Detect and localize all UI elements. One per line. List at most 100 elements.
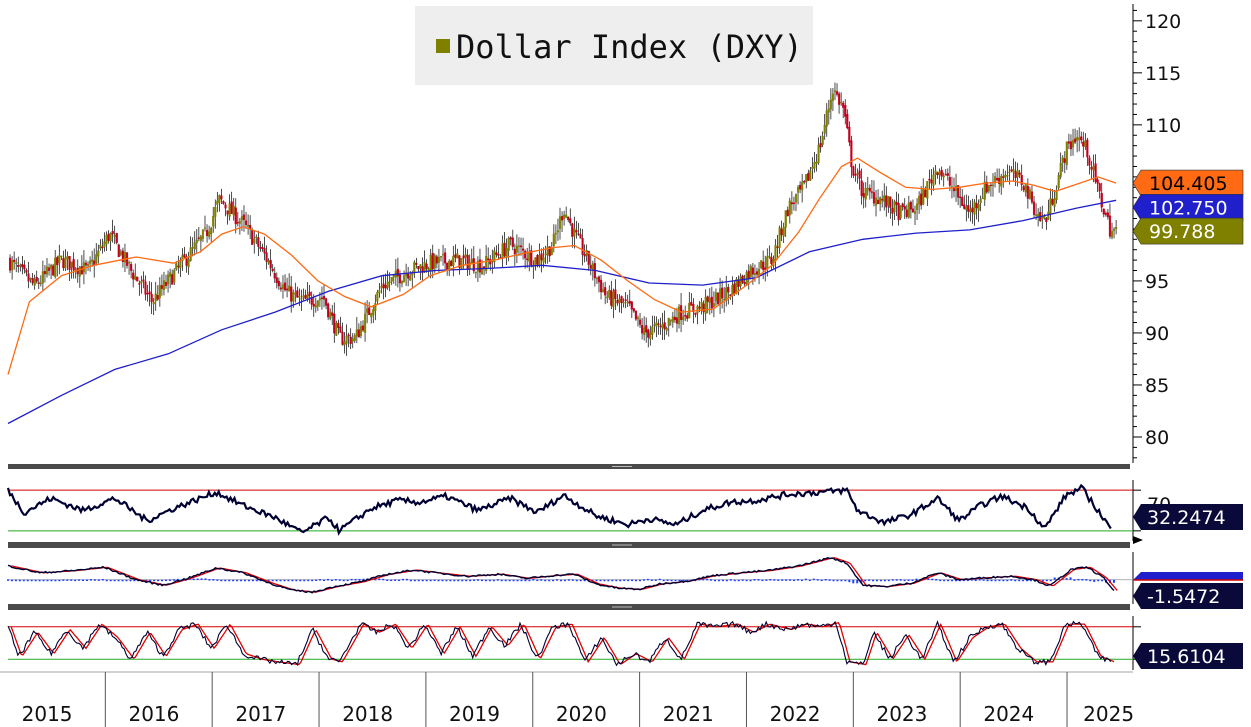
candle-up [388, 281, 391, 284]
histogram-bar [346, 579, 349, 582]
candle-down [897, 202, 900, 221]
candle-down [690, 302, 693, 306]
histogram-bar [299, 579, 302, 582]
candle-down [13, 259, 16, 263]
candle-up [817, 144, 820, 163]
candle-up [856, 172, 859, 175]
panel-divider[interactable] [8, 604, 1130, 610]
candle-up [606, 296, 609, 299]
histogram-bar [1006, 579, 1009, 582]
histogram-bar [1026, 579, 1029, 582]
histogram-bar [362, 578, 365, 581]
histogram-bar [322, 579, 325, 582]
candle-up [595, 277, 599, 280]
candle-up [255, 236, 258, 239]
histogram-bar [524, 579, 527, 582]
histogram-bar [548, 579, 551, 582]
candle-up [874, 197, 878, 206]
y-tick-label: 95 [1145, 271, 1169, 293]
histogram-bar [714, 579, 717, 582]
histogram-bar [453, 579, 456, 582]
candle-down [150, 293, 153, 303]
candle-up [437, 257, 441, 263]
candle-up [801, 181, 804, 191]
candle-up [796, 187, 800, 193]
histogram-bar [330, 579, 333, 582]
candle-down [489, 259, 492, 265]
histogram-bar [153, 579, 156, 582]
candle-down [148, 291, 151, 295]
histogram-bar [623, 579, 626, 582]
candle-down [117, 244, 120, 258]
candle-down [308, 291, 311, 296]
histogram-bar [777, 579, 780, 581]
candle-up [292, 292, 295, 302]
candle-up [298, 296, 301, 298]
candle-down [290, 286, 293, 302]
histogram-bar [303, 579, 306, 582]
candle-down [511, 237, 514, 248]
histogram-bar [1073, 579, 1076, 581]
candle-down [807, 173, 810, 181]
indicator-line [7, 557, 1115, 594]
histogram-bar [283, 579, 286, 582]
candle-down [259, 247, 262, 249]
histogram-bar [951, 579, 954, 582]
candle-up [413, 262, 416, 273]
candle-up [542, 257, 545, 263]
histogram-bar [710, 579, 713, 581]
candle-up [528, 251, 531, 262]
panel-dividers[interactable] [8, 464, 1130, 610]
candle-down [589, 265, 592, 269]
candle-down [911, 208, 915, 213]
histogram-bar [378, 578, 381, 581]
histogram-bar [164, 579, 167, 582]
candle-up [1035, 214, 1038, 216]
histogram-bar [216, 579, 219, 581]
candle-up [922, 188, 925, 205]
histogram-bar [425, 579, 428, 582]
histogram-bar [966, 579, 969, 582]
histogram-bar [607, 579, 610, 582]
histogram-bar [650, 579, 653, 581]
candle-down [398, 274, 402, 284]
x-tick-label: 2020 [556, 702, 607, 726]
candle-down [224, 204, 227, 209]
candle-up [907, 202, 910, 218]
candle-down [296, 290, 299, 298]
histogram-bar [702, 578, 705, 581]
value-tag-text: 15.6104 [1147, 646, 1226, 668]
candle-down [509, 237, 512, 240]
histogram-bar [733, 579, 736, 582]
candle-up [329, 311, 332, 319]
candle-up [565, 214, 568, 218]
candle-down [320, 297, 324, 299]
candle-down [1108, 215, 1112, 237]
histogram-bar [279, 579, 282, 582]
candle-down [996, 177, 999, 181]
candle-down [513, 248, 516, 255]
candle-down [396, 268, 399, 277]
candle-down [265, 252, 268, 262]
x-tick-label: 2024 [983, 702, 1034, 726]
candle-down [1020, 175, 1023, 185]
candle-up [718, 288, 722, 303]
x-tick-label: 2016 [128, 702, 179, 726]
histogram-bar [212, 579, 215, 581]
candle-up [45, 266, 49, 275]
candle-down [244, 220, 248, 225]
candle-down [673, 316, 676, 321]
candle-down [686, 315, 689, 319]
candle-up [119, 251, 122, 255]
panel-divider[interactable] [8, 464, 1130, 469]
candle-up [294, 292, 297, 295]
candle-down [702, 303, 705, 312]
candle-down [226, 210, 229, 215]
histogram-bar [70, 579, 73, 581]
panel-divider[interactable] [8, 542, 1130, 548]
candle-down [347, 334, 350, 337]
candle-up [712, 303, 715, 307]
candle-down [799, 184, 802, 190]
histogram-bar [611, 579, 614, 582]
